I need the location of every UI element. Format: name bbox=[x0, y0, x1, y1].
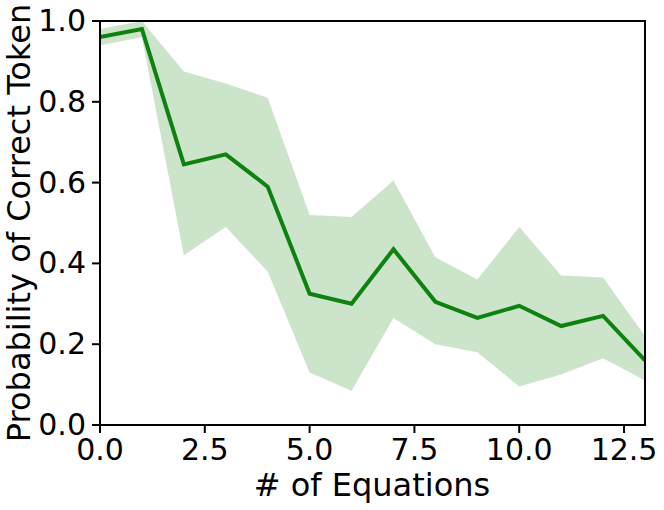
chart-canvas: 0.02.55.07.510.012.5 0.00.20.40.60.81.0 … bbox=[0, 0, 664, 510]
y-tick-label: 0.4 bbox=[38, 245, 86, 280]
x-tick-label: 12.5 bbox=[591, 432, 658, 467]
y-tick-label: 1.0 bbox=[38, 3, 86, 38]
x-tick-label: 2.5 bbox=[181, 432, 229, 467]
x-tick-label: 5.0 bbox=[286, 432, 334, 467]
y-tick-label: 0.6 bbox=[38, 165, 86, 200]
y-tick-label: 0.0 bbox=[38, 407, 86, 442]
x-tick-label: 10.0 bbox=[486, 432, 553, 467]
x-axis-tick-group: 0.02.55.07.510.012.5 bbox=[76, 425, 657, 467]
y-axis-tick-group: 0.0 0.2 0.4 0.6 0.8 1.0 bbox=[38, 3, 100, 442]
x-axis-label: # of Equations bbox=[254, 466, 490, 504]
y-axis-label: Probability of Correct Token bbox=[0, 4, 38, 442]
chart-figure: 0.02.55.07.510.012.5 0.00.20.40.60.81.0 … bbox=[0, 0, 664, 510]
x-tick-label: 7.5 bbox=[391, 432, 439, 467]
y-tick-label: 0.8 bbox=[38, 84, 86, 119]
y-tick-label: 0.2 bbox=[38, 326, 86, 361]
confidence-band bbox=[100, 21, 645, 391]
